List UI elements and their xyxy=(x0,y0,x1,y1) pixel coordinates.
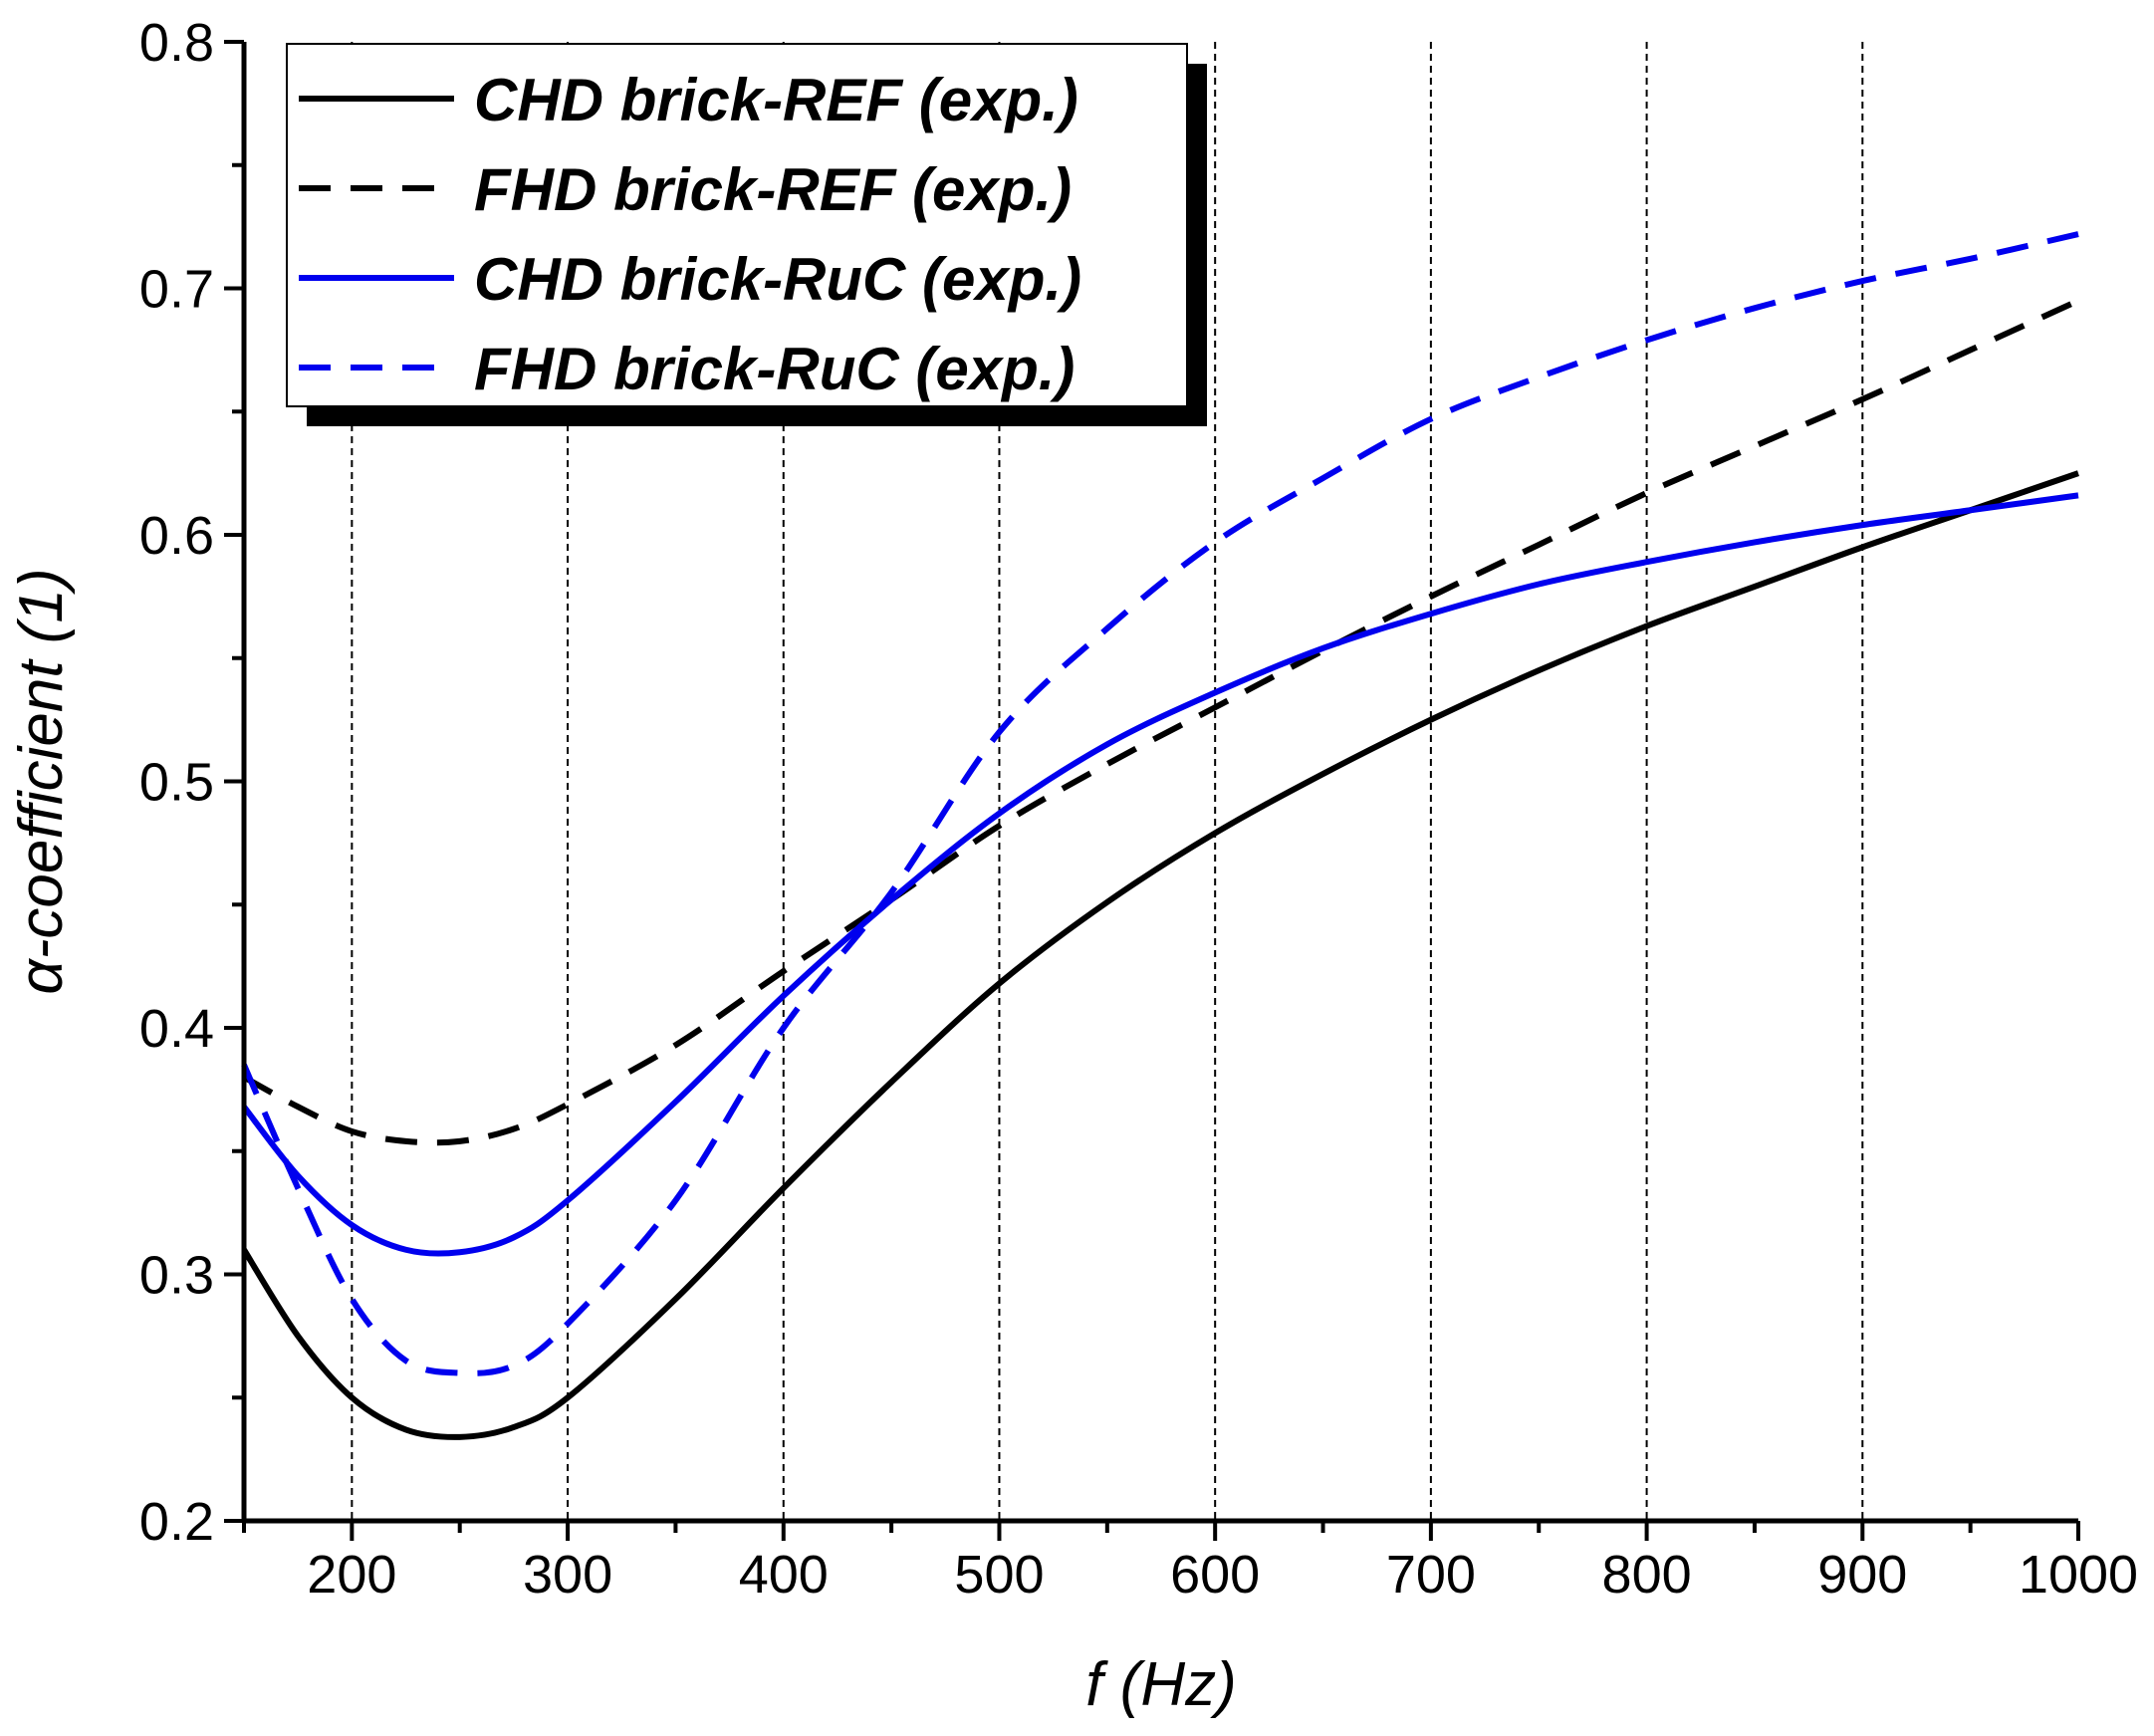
legend: CHD brick-REF (exp.) FHD brick-REF (exp.)… xyxy=(286,43,1207,426)
legend-box xyxy=(286,43,1188,407)
legend-label-0: CHD brick-REF (exp.) xyxy=(474,67,1078,133)
x-tick-label-800: 800 xyxy=(1602,1545,1692,1605)
y-tick-label-0.2: 0.2 xyxy=(139,1492,214,1552)
series-line-3 xyxy=(241,231,2079,1376)
series-line-1 xyxy=(242,298,2080,1146)
x-tick-label-400: 400 xyxy=(739,1545,829,1605)
legend-label-3: FHD brick-RuC (exp.) xyxy=(474,336,1075,402)
series-line-2 xyxy=(241,492,2079,1257)
ticks xyxy=(224,40,2080,1541)
x-tick-label-1000: 1000 xyxy=(2019,1545,2138,1605)
legend-label-2: CHD brick-RuC (exp.) xyxy=(474,246,1081,313)
x-tick-label-600: 600 xyxy=(1170,1545,1260,1605)
x-tick-label-200: 200 xyxy=(307,1545,396,1605)
y-tick-label-0.3: 0.3 xyxy=(139,1246,214,1306)
series-group xyxy=(241,231,2080,1440)
legend-label-1: FHD brick-REF (exp.) xyxy=(474,156,1072,223)
series-line-0 xyxy=(241,470,2079,1440)
y-axis-title: α-coefficient (1) xyxy=(7,568,76,994)
x-tick-label-700: 700 xyxy=(1386,1545,1476,1605)
x-tick-label-500: 500 xyxy=(954,1545,1044,1605)
y-tick-label-0.5: 0.5 xyxy=(139,753,214,813)
y-tick-label-0.4: 0.4 xyxy=(139,999,214,1059)
x-tick-label-300: 300 xyxy=(523,1545,612,1605)
y-tick-label-0.7: 0.7 xyxy=(139,260,214,320)
y-tick-label-0.6: 0.6 xyxy=(139,506,214,566)
y-tick-label-0.8: 0.8 xyxy=(139,13,214,73)
tick-labels: 200 300 400 500 600 700 800 900 1000 0.2 0.3 0.4 0.5… xyxy=(139,13,2138,1605)
x-axis-title: f (Hz) xyxy=(1085,1650,1237,1719)
x-tick-label-900: 900 xyxy=(1817,1545,1907,1605)
grid-lines xyxy=(351,42,1864,1521)
